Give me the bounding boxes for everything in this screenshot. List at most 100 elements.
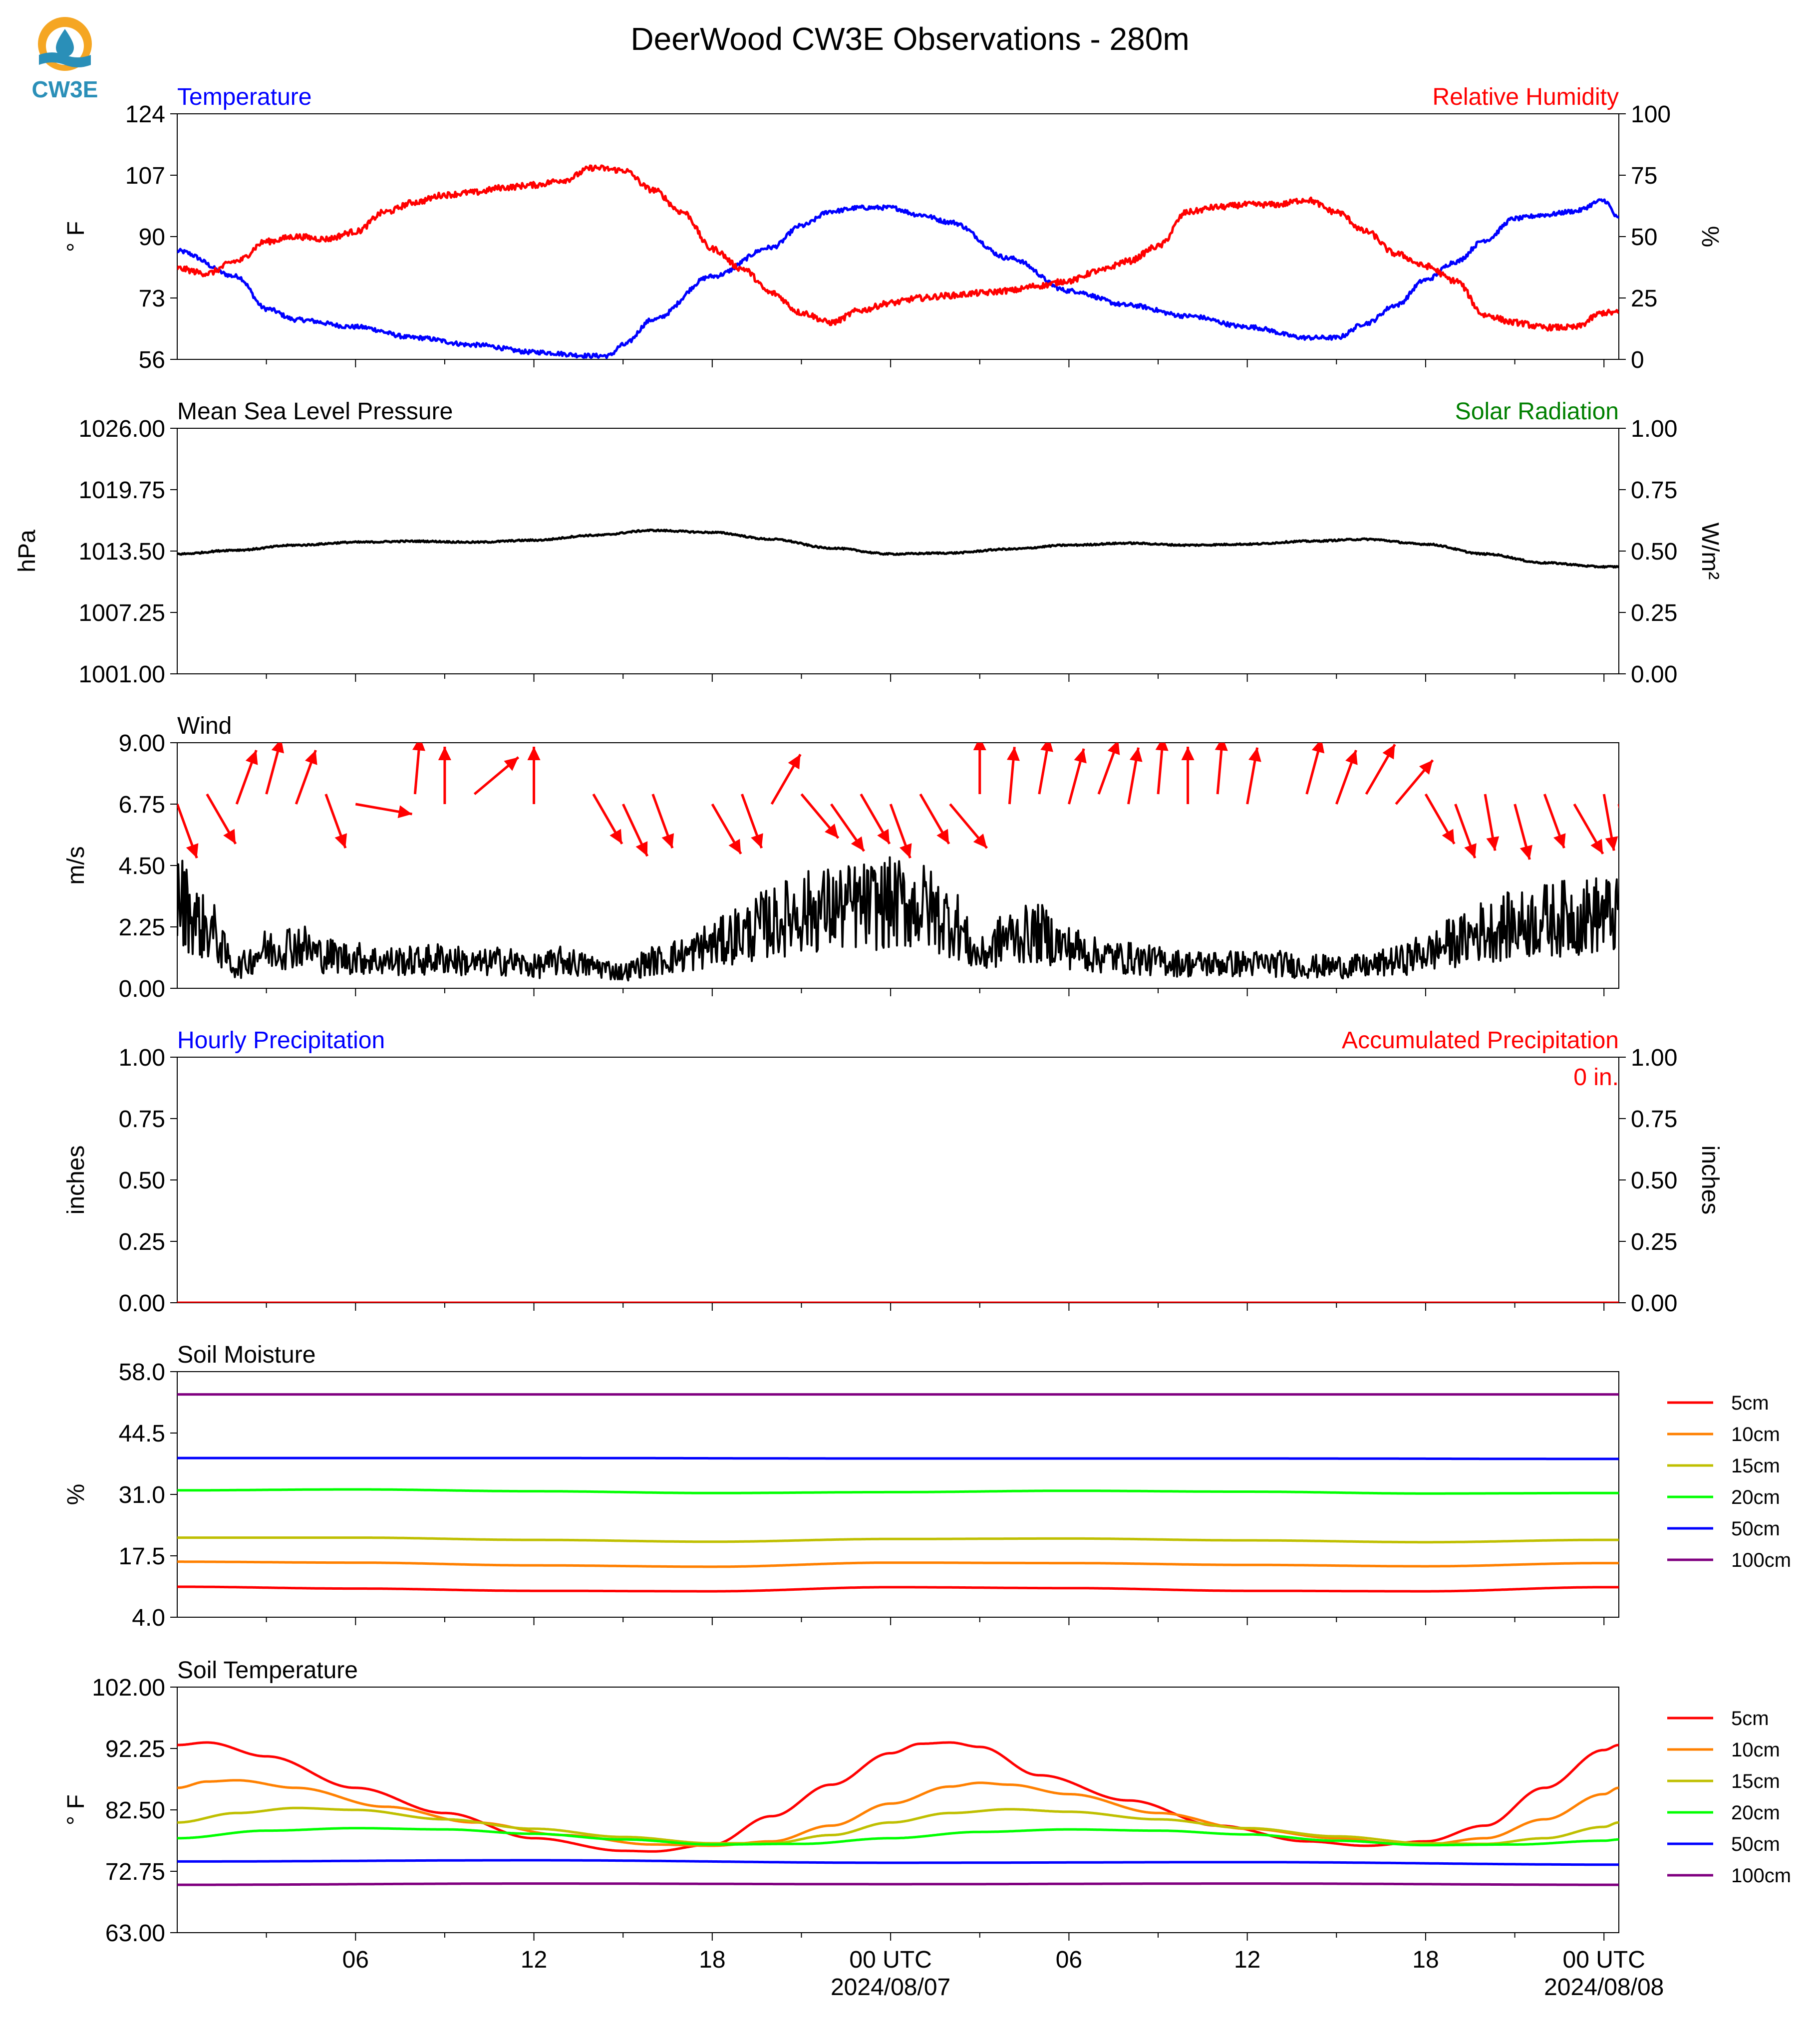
y-axis-label: ° F <box>63 221 89 252</box>
wind-arrow-head <box>271 743 285 754</box>
y-tick-label: 73 <box>139 286 165 312</box>
panel-title-left: Soil Moisture <box>177 1342 315 1368</box>
y-tick-label: 1013.50 <box>78 539 165 565</box>
y-tick-label-right: 0.00 <box>1631 661 1677 688</box>
series-line <box>177 528 1619 569</box>
y-tick-label: 0.25 <box>119 1229 165 1255</box>
water-drop-sun-logo-icon <box>38 17 92 71</box>
y-tick-label-right: 0.50 <box>1631 539 1677 565</box>
panel-title-left: Wind <box>177 713 232 739</box>
wind-arrow-head <box>186 843 199 859</box>
panel-title-left: Hourly Precipitation <box>177 1027 385 1054</box>
x-tick-label: 18 <box>699 1947 725 1973</box>
x-tick-label: 18 <box>1412 1947 1439 1973</box>
y-tick-label: 90 <box>139 224 165 251</box>
series-line <box>177 1741 1619 1853</box>
y-tick-label-right: 1.00 <box>1631 1045 1677 1071</box>
y-tick-label: 0.00 <box>119 976 165 1002</box>
wind-arrow-head <box>504 757 519 771</box>
y-tick-label: 1.00 <box>119 1045 165 1071</box>
y-tick-label-right: 0 <box>1631 347 1644 373</box>
wind-arrow-head <box>1419 760 1433 775</box>
wind-arrow-head <box>973 743 986 751</box>
y-tick-label: 1019.75 <box>78 477 165 504</box>
legend-label: 100cm <box>1731 1865 1791 1887</box>
series-line <box>177 856 1619 982</box>
y-tick-label: 1007.25 <box>78 600 165 626</box>
wind-arrow-head <box>305 750 317 765</box>
wind-arrow-head <box>635 841 648 857</box>
x-date-label: 2024/08/07 <box>831 1974 950 2001</box>
series-line <box>177 1456 1619 1460</box>
wind-arrow-head <box>1155 743 1169 751</box>
y-tick-label: 31.0 <box>119 1482 165 1508</box>
y-tick-label: 0.00 <box>119 1290 165 1317</box>
wind-arrow-head <box>412 743 426 751</box>
legend-label: 10cm <box>1731 1424 1780 1446</box>
series-layer <box>177 528 1619 569</box>
y-tick-label-right: 0.50 <box>1631 1167 1677 1194</box>
series-line <box>177 164 1619 332</box>
wind-arrow-head <box>1074 748 1087 764</box>
y-tick-label: 44.5 <box>119 1421 165 1447</box>
wind-arrow-head <box>1464 843 1477 859</box>
plot-frame <box>177 1687 1619 1933</box>
y-tick-label-right: 0.00 <box>1631 1290 1677 1317</box>
wind-arrow-head <box>899 843 912 859</box>
legend: 5cm 10cm 15cm 20cm 50cm 100cm <box>1667 1708 1791 1887</box>
y-axis-label: ° F <box>63 1794 89 1825</box>
series-line <box>177 1859 1619 1866</box>
wind-arrow-head <box>851 836 864 852</box>
y-tick-label: 4.0 <box>132 1605 165 1631</box>
x-tick-label: 06 <box>342 1947 369 1973</box>
legend-label: 20cm <box>1731 1802 1780 1824</box>
panel-title-left: Mean Sea Level Pressure <box>177 398 453 425</box>
legend-label: 5cm <box>1731 1392 1769 1414</box>
legend-label: 15cm <box>1731 1455 1780 1477</box>
series-line <box>177 1827 1619 1847</box>
x-date-label: 2024/08/08 <box>1544 1974 1664 2001</box>
y-tick-label: 63.00 <box>105 1920 165 1947</box>
panel-temperature: Temperature Relative Humidity 56 73 90 107 124… <box>63 84 1723 373</box>
wind-arrow-head <box>438 747 451 761</box>
series-layer <box>177 1741 1619 1886</box>
legend-label: 5cm <box>1731 1708 1769 1730</box>
y-tick-label-right: 0.25 <box>1631 1229 1677 1255</box>
series-layer <box>177 743 1619 982</box>
wind-arrow-head <box>609 829 622 844</box>
panel-soil-moisture: Soil Moisture 4.0 17.5 31.0 44.5 58.0% 5cm 10cm… <box>63 1342 1791 1631</box>
y-tick-label: 92.25 <box>105 1736 165 1762</box>
y-tick-label: 0.50 <box>119 1167 165 1194</box>
legend: 5cm 10cm 15cm 20cm 50cm 100cm <box>1667 1392 1791 1571</box>
wind-arrow-head <box>527 747 541 761</box>
cw3e-logo: CW3E <box>32 17 98 102</box>
y-tick-label-right: 0.75 <box>1631 1106 1677 1133</box>
y-tick-label: 2.25 <box>119 914 165 941</box>
legend-label: 50cm <box>1731 1518 1780 1540</box>
plot-frame <box>177 428 1619 674</box>
wind-arrow-head <box>825 824 839 839</box>
series-layer <box>177 164 1619 359</box>
x-tick-label: 12 <box>1234 1947 1260 1973</box>
panel-soil-temperature: Soil Temperature 63.00 72.75 82.50 92.25 102.… <box>63 1657 1791 1947</box>
wind-arrow-head <box>1605 836 1618 851</box>
wind-arrow-head <box>1486 836 1500 851</box>
wind-arrow-head <box>1311 743 1325 754</box>
panel-mean-sea-level-pressure: Mean Sea Level Pressure Solar Radiation 10… <box>14 398 1723 688</box>
y-tick-label: 124 <box>125 101 165 128</box>
y-tick-label-right: 75 <box>1631 163 1657 189</box>
figure-title: DeerWood CW3E Observations - 280m <box>630 21 1189 57</box>
wind-arrow-head <box>1129 747 1143 762</box>
y-axis-label-right: W/m² <box>1697 523 1723 580</box>
y-tick-label-right: 50 <box>1631 224 1657 251</box>
series-line <box>177 1585 1619 1593</box>
wind-arrow-head <box>1345 750 1358 765</box>
plot-frame <box>177 113 1619 360</box>
x-tick-label: 06 <box>1056 1947 1082 1973</box>
y-tick-label-right: 1.00 <box>1631 416 1677 442</box>
y-axis-label-right: % <box>1697 226 1723 248</box>
series-line <box>177 1536 1619 1544</box>
x-tick-label: 00 UTC <box>849 1947 931 1973</box>
panel-title-right: Solar Radiation <box>1455 398 1619 425</box>
y-axis-label: inches <box>63 1146 89 1215</box>
